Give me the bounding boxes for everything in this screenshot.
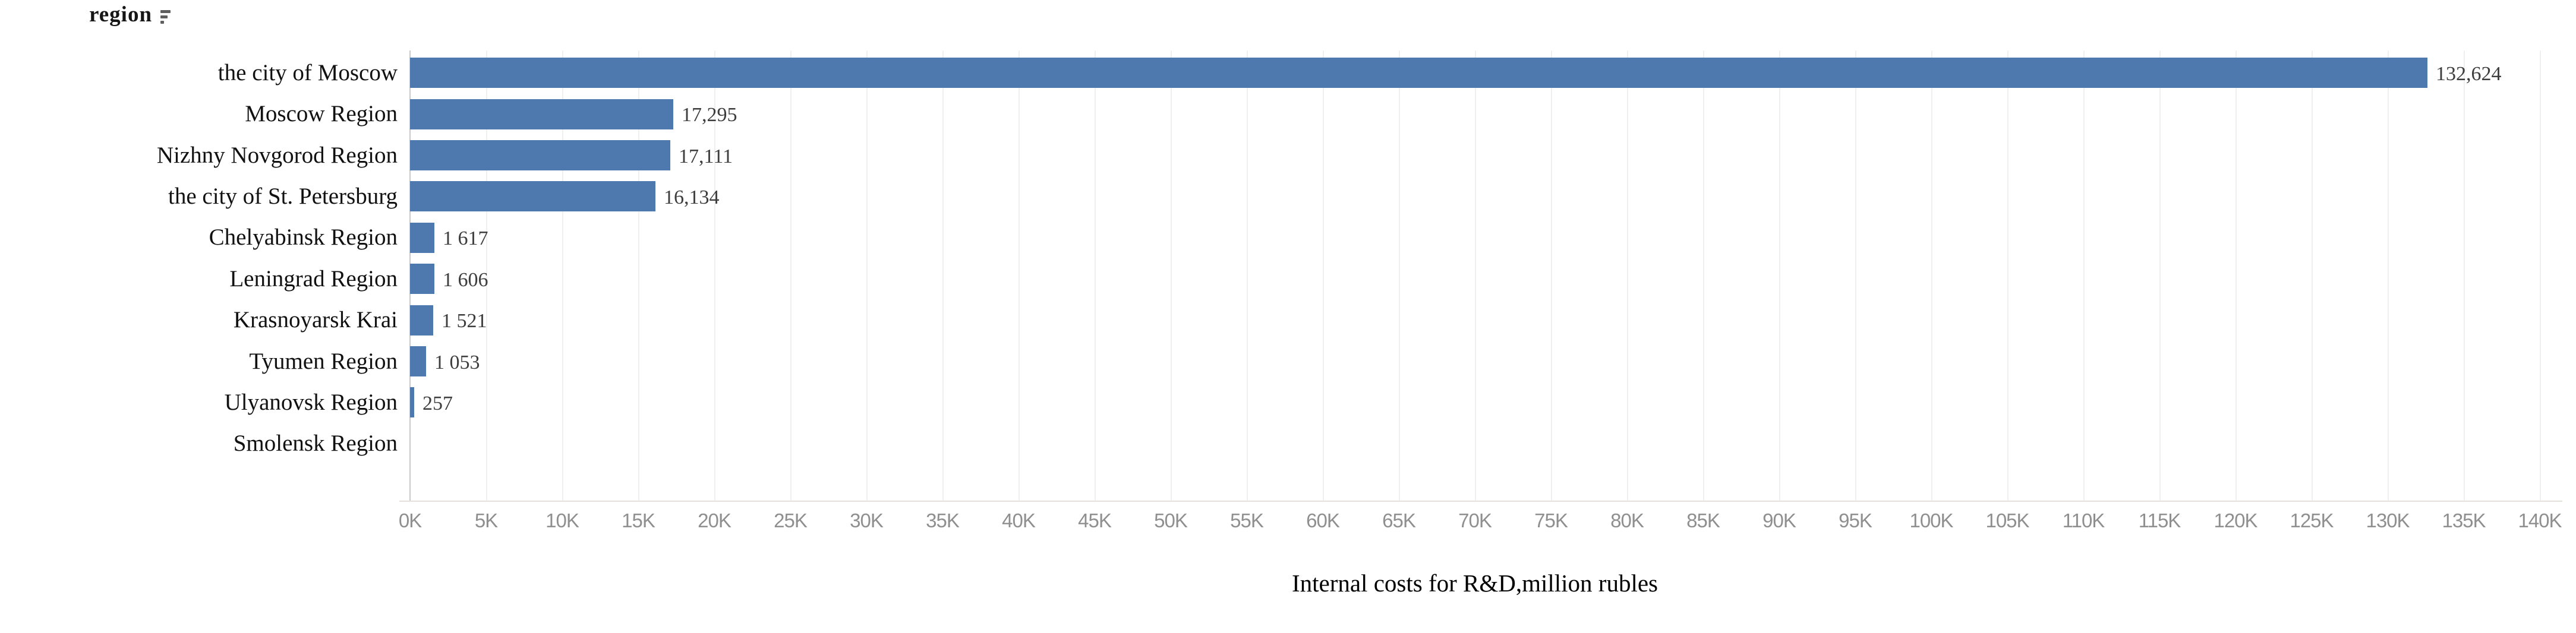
bar-value-label: 16,134 (664, 186, 720, 208)
gridline (2312, 50, 2313, 502)
x-tick-label: 125K (2290, 509, 2334, 531)
bar-value-label: 1 606 (443, 268, 488, 291)
gridline (942, 50, 944, 502)
x-tick-label: 20K (698, 509, 732, 531)
gridline (2159, 50, 2161, 502)
gridline (1931, 50, 1932, 502)
category-label: Nizhny Novgorod Region (156, 142, 398, 168)
x-tick-label: 135K (2442, 509, 2486, 531)
gridline (486, 50, 487, 502)
x-tick-label: 65K (1382, 509, 1416, 531)
gridline (1095, 50, 1096, 502)
x-tick-label: 45K (1078, 509, 1112, 531)
gridline (2388, 50, 2389, 502)
x-tick-label: 0K (398, 509, 422, 531)
gridline (1551, 50, 1552, 502)
x-axis-line (399, 501, 2562, 502)
x-tick-label: 60K (1306, 509, 1340, 531)
bar[interactable] (410, 264, 434, 295)
gridline (1399, 50, 1400, 502)
gridline (2464, 50, 2465, 502)
category-label: the city of Moscow (217, 59, 398, 86)
category-label: the city of St. Petersburg (168, 183, 398, 209)
gridline (2007, 50, 2009, 502)
gridline (714, 50, 715, 502)
bar-value-label: 132,624 (2436, 62, 2502, 85)
x-tick-label: 120K (2214, 509, 2257, 531)
category-label: Krasnoyarsk Krai (233, 307, 398, 333)
bar[interactable] (410, 140, 670, 170)
gridline (1779, 50, 1780, 502)
bar-value-label: 17,111 (679, 145, 733, 167)
x-tick-label: 75K (1534, 509, 1568, 531)
x-tick-label: 35K (926, 509, 960, 531)
category-label: Moscow Region (245, 101, 398, 127)
bar-value-label: 1 521 (442, 310, 487, 333)
x-tick-label: 30K (850, 509, 884, 531)
x-tick-label: 110K (2062, 509, 2105, 531)
bar[interactable] (410, 305, 433, 336)
gridline (1475, 50, 1476, 502)
gridline (1247, 50, 1248, 502)
category-label: Tyumen Region (249, 348, 398, 374)
x-tick-label: 140K (2518, 509, 2562, 531)
x-tick-label: 25K (774, 509, 808, 531)
x-tick-label: 95K (1839, 509, 1872, 531)
bar[interactable] (410, 387, 414, 418)
category-label: Ulyanovsk Region (224, 389, 398, 415)
gridline (1019, 50, 1020, 502)
x-tick-label: 40K (1002, 509, 1036, 531)
x-tick-label: 130K (2366, 509, 2410, 531)
category-label: Smolensk Region (233, 431, 398, 457)
column-header: region (89, 1, 171, 27)
bar[interactable] (410, 58, 2427, 88)
bar-value-label: 257 (422, 392, 453, 414)
gridline (2540, 50, 2541, 502)
category-label: Leningrad Region (229, 265, 398, 292)
gridline (1855, 50, 1856, 502)
gridline (1627, 50, 1628, 502)
x-tick-label: 5K (474, 509, 498, 531)
gridline (866, 50, 868, 502)
gridline (790, 50, 792, 502)
x-axis-title: Internal costs for R&D,million rubles (1291, 569, 1659, 597)
gridline (2236, 50, 2237, 502)
gridline (638, 50, 639, 502)
gridline (1171, 50, 1172, 502)
x-tick-label: 80K (1610, 509, 1644, 531)
bar-value-label: 1 053 (434, 351, 480, 374)
bar-value-label: 1 617 (443, 227, 488, 250)
x-tick-label: 10K (546, 509, 579, 531)
bar[interactable] (410, 346, 426, 376)
x-tick-label: 90K (1762, 509, 1796, 531)
bar[interactable] (410, 99, 673, 129)
gridline (562, 50, 563, 502)
x-tick-label: 15K (622, 509, 655, 531)
gridline (1323, 50, 1324, 502)
gridline (1703, 50, 1704, 502)
bar[interactable] (410, 222, 434, 253)
x-tick-label: 100K (1909, 509, 1953, 531)
category-label: Chelyabinsk Region (209, 224, 398, 251)
x-tick-label: 105K (1985, 509, 2029, 531)
x-tick-label: 85K (1686, 509, 1720, 531)
x-tick-label: 70K (1458, 509, 1492, 531)
sort-descending-icon[interactable] (160, 10, 171, 24)
x-tick-label: 115K (2138, 509, 2181, 531)
bar[interactable] (410, 181, 655, 212)
x-tick-label: 50K (1154, 509, 1188, 531)
x-tick-label: 55K (1230, 509, 1264, 531)
gridline (2083, 50, 2085, 502)
column-header-label: region (89, 2, 153, 27)
bar-value-label: 17,295 (682, 104, 737, 126)
